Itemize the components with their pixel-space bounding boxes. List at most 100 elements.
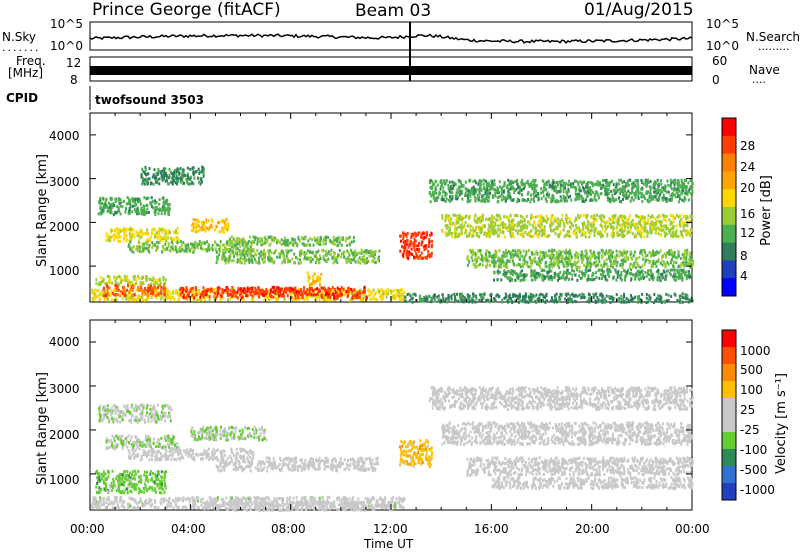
- data-point: [337, 238, 340, 242]
- data-point: [457, 221, 460, 225]
- data-point: [106, 239, 109, 242]
- data-point: [162, 276, 165, 279]
- data-point: [291, 241, 294, 245]
- data-point: [133, 298, 136, 302]
- data-point: [179, 249, 182, 253]
- data-point: [188, 182, 191, 186]
- data-point: [527, 198, 530, 201]
- data-point: [299, 253, 301, 257]
- data-point: [579, 180, 582, 184]
- frequency-band: [90, 66, 692, 75]
- data-point: [262, 252, 265, 256]
- data-point: [290, 296, 293, 300]
- data-point: [536, 233, 539, 237]
- data-point: [421, 232, 424, 236]
- data-point: [484, 197, 487, 201]
- data-point: [367, 259, 369, 263]
- data-point: [499, 227, 501, 231]
- data-point: [268, 252, 270, 256]
- data-point: [477, 198, 480, 202]
- data-point: [509, 187, 512, 191]
- data-point: [586, 190, 589, 194]
- data-point: [538, 215, 541, 219]
- data-point: [474, 214, 477, 218]
- data-point: [407, 245, 410, 249]
- data-point: [284, 257, 287, 261]
- data-point: [244, 241, 247, 244]
- data-point: [351, 258, 354, 262]
- data-point: [645, 185, 648, 189]
- data-point: [177, 298, 180, 302]
- data-point: [686, 248, 689, 252]
- data-point: [568, 220, 571, 224]
- data-point: [153, 290, 156, 294]
- data-point: [206, 295, 209, 299]
- data-point: [415, 234, 418, 238]
- data-point: [127, 295, 130, 299]
- data-point: [677, 179, 680, 183]
- data-point: [517, 191, 520, 195]
- data-point: [319, 292, 322, 296]
- data-point: [149, 278, 152, 282]
- data-point: [350, 248, 353, 252]
- data-point: [112, 203, 115, 207]
- data-point: [142, 178, 145, 182]
- data-point: [140, 276, 143, 280]
- data-point: [585, 216, 588, 220]
- data-point: [325, 249, 328, 253]
- data-point: [413, 255, 415, 259]
- data-point: [590, 229, 593, 232]
- data-point: [484, 179, 487, 183]
- data-point: [261, 288, 264, 292]
- data-point: [578, 194, 581, 198]
- data-point: [318, 294, 321, 298]
- data-point: [653, 181, 656, 185]
- data-point: [430, 179, 433, 183]
- data-point: [583, 222, 586, 226]
- data-point: [271, 258, 274, 262]
- data-point: [318, 288, 320, 292]
- data-point: [491, 186, 494, 190]
- data-point: [489, 217, 492, 220]
- data-point: [136, 231, 139, 235]
- data-point: [95, 278, 98, 282]
- data-point: [400, 298, 403, 302]
- data-point: [397, 291, 400, 295]
- data-point: [666, 179, 669, 183]
- data-point: [429, 200, 432, 204]
- data-point: [606, 184, 609, 188]
- data-point: [231, 285, 234, 289]
- data-point: [612, 235, 615, 239]
- data-point: [562, 249, 565, 253]
- data-point: [576, 197, 579, 201]
- data-point: [467, 258, 470, 262]
- data-point: [619, 192, 622, 195]
- data-point: [654, 262, 657, 266]
- data-point: [181, 179, 184, 183]
- data-point: [157, 170, 160, 174]
- data-point: [164, 167, 167, 171]
- data-point: [599, 192, 602, 196]
- data-point: [564, 261, 567, 265]
- data-point: [214, 294, 217, 298]
- data-point: [192, 222, 195, 226]
- data-point: [523, 226, 526, 230]
- data-point: [202, 174, 205, 178]
- data-point: [252, 235, 255, 239]
- data-point: [322, 292, 325, 295]
- data-point: [683, 215, 686, 219]
- data-point: [634, 235, 637, 239]
- data-point: [146, 291, 149, 295]
- data-point: [636, 189, 639, 193]
- data-point: [149, 201, 152, 205]
- data-point: [121, 229, 124, 232]
- data-point: [396, 292, 399, 296]
- data-point: [616, 231, 619, 235]
- data-point: [291, 257, 294, 261]
- data-point: [141, 292, 144, 296]
- data-point: [542, 194, 545, 198]
- data-point: [559, 230, 562, 234]
- data-point: [193, 242, 196, 246]
- data-point: [147, 172, 150, 176]
- data-point: [597, 195, 600, 199]
